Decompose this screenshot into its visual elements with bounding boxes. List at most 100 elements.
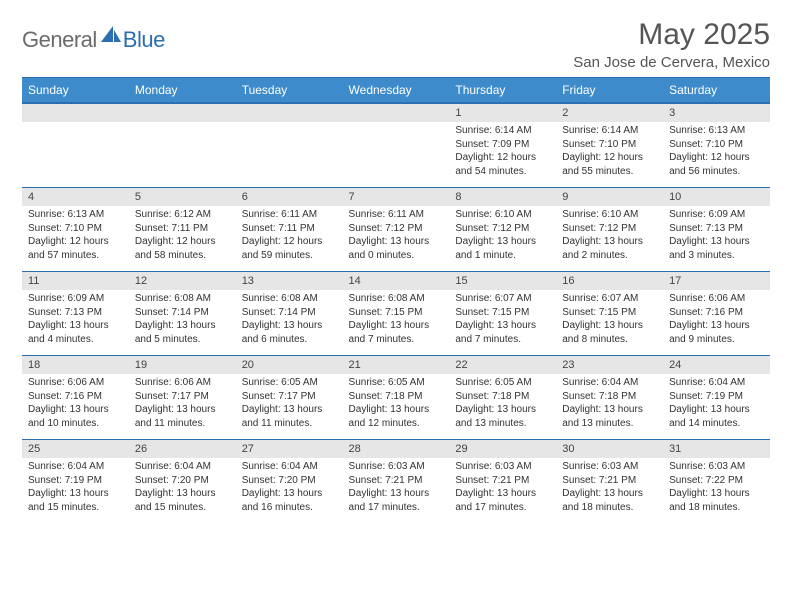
daylight-text: Daylight: 13 hours and 17 minutes.	[349, 487, 444, 514]
sunset-text: Sunset: 7:21 PM	[349, 474, 444, 488]
daylight-text: Daylight: 13 hours and 10 minutes.	[28, 403, 123, 430]
sunrise-text: Sunrise: 6:04 AM	[669, 376, 764, 390]
weekday-monday: Monday	[129, 78, 236, 103]
sunrise-text: Sunrise: 6:08 AM	[242, 292, 337, 306]
sunrise-text: Sunrise: 6:04 AM	[135, 460, 230, 474]
day-details: Sunrise: 6:14 AMSunset: 7:09 PMDaylight:…	[449, 122, 556, 186]
daylight-text: Daylight: 13 hours and 13 minutes.	[562, 403, 657, 430]
day-number: 21	[343, 355, 450, 374]
calendar-cell: 22Sunrise: 6:05 AMSunset: 7:18 PMDayligh…	[449, 355, 556, 439]
day-details: Sunrise: 6:08 AMSunset: 7:15 PMDaylight:…	[343, 290, 450, 354]
daylight-text: Daylight: 12 hours and 58 minutes.	[135, 235, 230, 262]
calendar-cell: 20Sunrise: 6:05 AMSunset: 7:17 PMDayligh…	[236, 355, 343, 439]
calendar-cell: 15Sunrise: 6:07 AMSunset: 7:15 PMDayligh…	[449, 271, 556, 355]
sunset-text: Sunset: 7:15 PM	[562, 306, 657, 320]
day-details: Sunrise: 6:07 AMSunset: 7:15 PMDaylight:…	[449, 290, 556, 354]
sunrise-text: Sunrise: 6:13 AM	[28, 208, 123, 222]
calendar-week-row: 18Sunrise: 6:06 AMSunset: 7:16 PMDayligh…	[22, 355, 770, 439]
day-details: Sunrise: 6:04 AMSunset: 7:19 PMDaylight:…	[663, 374, 770, 438]
day-number: 22	[449, 355, 556, 374]
daylight-text: Daylight: 13 hours and 2 minutes.	[562, 235, 657, 262]
sunrise-text: Sunrise: 6:06 AM	[28, 376, 123, 390]
title-block: May 2025 San Jose de Cervera, Mexico	[573, 18, 770, 71]
sunset-text: Sunset: 7:10 PM	[669, 138, 764, 152]
calendar-cell: 5Sunrise: 6:12 AMSunset: 7:11 PMDaylight…	[129, 187, 236, 271]
logo-text-general: General	[22, 27, 97, 53]
calendar-cell: 25Sunrise: 6:04 AMSunset: 7:19 PMDayligh…	[22, 439, 129, 523]
day-number: 28	[343, 439, 450, 458]
calendar-cell: 29Sunrise: 6:03 AMSunset: 7:21 PMDayligh…	[449, 439, 556, 523]
day-details: Sunrise: 6:13 AMSunset: 7:10 PMDaylight:…	[663, 122, 770, 186]
sunset-text: Sunset: 7:22 PM	[669, 474, 764, 488]
daylight-text: Daylight: 13 hours and 4 minutes.	[28, 319, 123, 346]
day-details: Sunrise: 6:08 AMSunset: 7:14 PMDaylight:…	[236, 290, 343, 354]
day-number: 25	[22, 439, 129, 458]
day-number: 15	[449, 271, 556, 290]
daylight-text: Daylight: 13 hours and 18 minutes.	[669, 487, 764, 514]
calendar-cell: 28Sunrise: 6:03 AMSunset: 7:21 PMDayligh…	[343, 439, 450, 523]
sunset-text: Sunset: 7:13 PM	[28, 306, 123, 320]
weekday-sunday: Sunday	[22, 78, 129, 103]
calendar-cell: .	[343, 103, 450, 187]
logo: General Blue	[22, 26, 165, 53]
day-number: 10	[663, 187, 770, 206]
day-number: .	[343, 103, 450, 122]
location-label: San Jose de Cervera, Mexico	[573, 54, 770, 71]
daylight-text: Daylight: 13 hours and 6 minutes.	[242, 319, 337, 346]
sunset-text: Sunset: 7:16 PM	[669, 306, 764, 320]
day-number: 30	[556, 439, 663, 458]
sunset-text: Sunset: 7:13 PM	[669, 222, 764, 236]
daylight-text: Daylight: 13 hours and 11 minutes.	[242, 403, 337, 430]
calendar-cell: 12Sunrise: 6:08 AMSunset: 7:14 PMDayligh…	[129, 271, 236, 355]
day-details: Sunrise: 6:05 AMSunset: 7:18 PMDaylight:…	[449, 374, 556, 438]
sunset-text: Sunset: 7:14 PM	[242, 306, 337, 320]
page-header: General Blue May 2025 San Jose de Cerver…	[22, 18, 770, 71]
day-number: 2	[556, 103, 663, 122]
daylight-text: Daylight: 12 hours and 59 minutes.	[242, 235, 337, 262]
day-number: 9	[556, 187, 663, 206]
day-number: 14	[343, 271, 450, 290]
weekday-friday: Friday	[556, 78, 663, 103]
day-number: 27	[236, 439, 343, 458]
calendar-cell: 21Sunrise: 6:05 AMSunset: 7:18 PMDayligh…	[343, 355, 450, 439]
calendar-cell: 14Sunrise: 6:08 AMSunset: 7:15 PMDayligh…	[343, 271, 450, 355]
daylight-text: Daylight: 13 hours and 7 minutes.	[349, 319, 444, 346]
calendar-cell: 7Sunrise: 6:11 AMSunset: 7:12 PMDaylight…	[343, 187, 450, 271]
calendar-week-row: 25Sunrise: 6:04 AMSunset: 7:19 PMDayligh…	[22, 439, 770, 523]
day-details	[236, 122, 343, 186]
sunset-text: Sunset: 7:14 PM	[135, 306, 230, 320]
day-details: Sunrise: 6:10 AMSunset: 7:12 PMDaylight:…	[556, 206, 663, 270]
day-number: 29	[449, 439, 556, 458]
day-details: Sunrise: 6:11 AMSunset: 7:12 PMDaylight:…	[343, 206, 450, 270]
daylight-text: Daylight: 13 hours and 5 minutes.	[135, 319, 230, 346]
month-title: May 2025	[573, 18, 770, 52]
calendar-table: Sunday Monday Tuesday Wednesday Thursday…	[22, 77, 770, 523]
daylight-text: Daylight: 13 hours and 13 minutes.	[455, 403, 550, 430]
day-number: .	[129, 103, 236, 122]
sunset-text: Sunset: 7:17 PM	[242, 390, 337, 404]
day-number: 16	[556, 271, 663, 290]
sunrise-text: Sunrise: 6:11 AM	[242, 208, 337, 222]
sunset-text: Sunset: 7:12 PM	[349, 222, 444, 236]
sunset-text: Sunset: 7:18 PM	[349, 390, 444, 404]
daylight-text: Daylight: 12 hours and 54 minutes.	[455, 151, 550, 178]
calendar-cell: 17Sunrise: 6:06 AMSunset: 7:16 PMDayligh…	[663, 271, 770, 355]
daylight-text: Daylight: 13 hours and 9 minutes.	[669, 319, 764, 346]
sunrise-text: Sunrise: 6:08 AM	[349, 292, 444, 306]
day-number: .	[22, 103, 129, 122]
sunrise-text: Sunrise: 6:10 AM	[562, 208, 657, 222]
weekday-tuesday: Tuesday	[236, 78, 343, 103]
day-details: Sunrise: 6:10 AMSunset: 7:12 PMDaylight:…	[449, 206, 556, 270]
calendar-cell: 11Sunrise: 6:09 AMSunset: 7:13 PMDayligh…	[22, 271, 129, 355]
day-number: 12	[129, 271, 236, 290]
calendar-cell: 4Sunrise: 6:13 AMSunset: 7:10 PMDaylight…	[22, 187, 129, 271]
daylight-text: Daylight: 12 hours and 56 minutes.	[669, 151, 764, 178]
calendar-cell: 26Sunrise: 6:04 AMSunset: 7:20 PMDayligh…	[129, 439, 236, 523]
day-details: Sunrise: 6:08 AMSunset: 7:14 PMDaylight:…	[129, 290, 236, 354]
day-details: Sunrise: 6:12 AMSunset: 7:11 PMDaylight:…	[129, 206, 236, 270]
logo-sail-icon	[101, 26, 121, 47]
sunset-text: Sunset: 7:20 PM	[242, 474, 337, 488]
day-number: 6	[236, 187, 343, 206]
calendar-cell: 31Sunrise: 6:03 AMSunset: 7:22 PMDayligh…	[663, 439, 770, 523]
calendar-week-row: ....1Sunrise: 6:14 AMSunset: 7:09 PMDayl…	[22, 103, 770, 187]
